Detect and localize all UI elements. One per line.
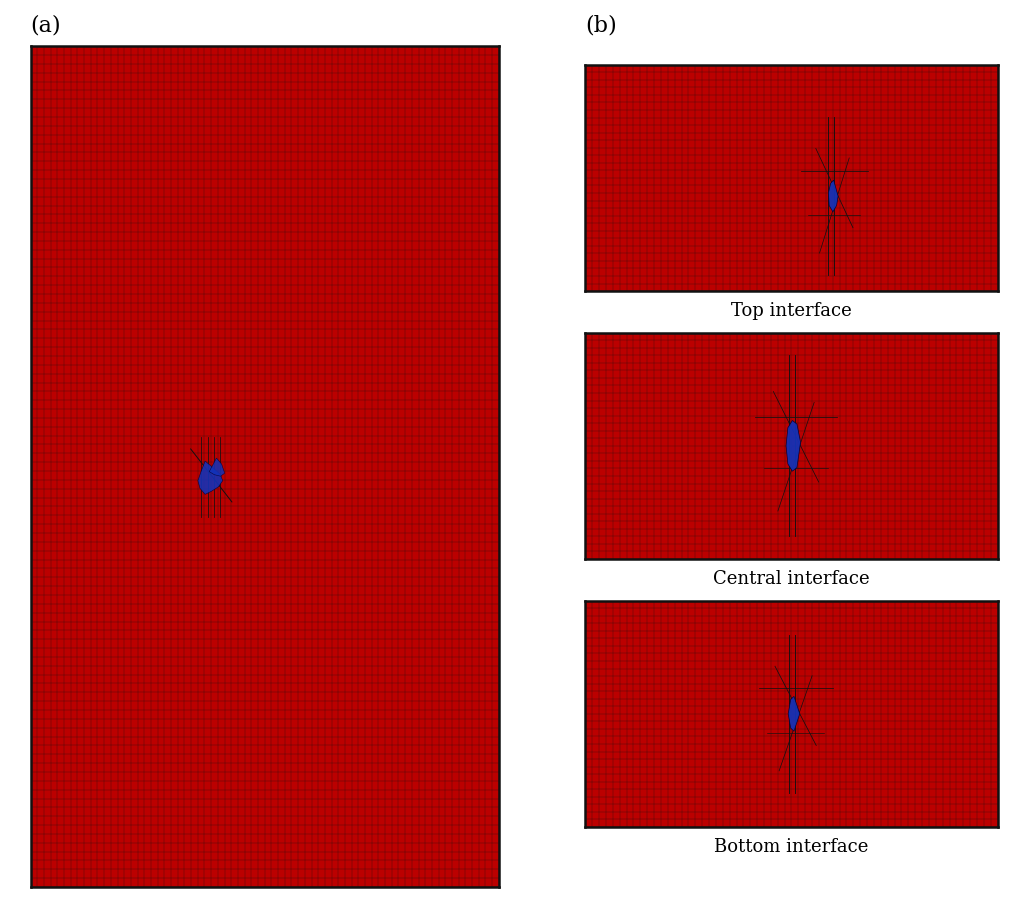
Polygon shape <box>197 461 223 494</box>
Text: Central interface: Central interface <box>714 570 869 588</box>
Polygon shape <box>210 458 225 476</box>
Polygon shape <box>786 420 800 471</box>
Text: (a): (a) <box>31 15 61 37</box>
Text: Bottom interface: Bottom interface <box>715 838 868 856</box>
Polygon shape <box>829 180 838 212</box>
Text: (b): (b) <box>585 15 617 37</box>
Text: Top interface: Top interface <box>731 302 852 320</box>
Polygon shape <box>788 697 800 731</box>
